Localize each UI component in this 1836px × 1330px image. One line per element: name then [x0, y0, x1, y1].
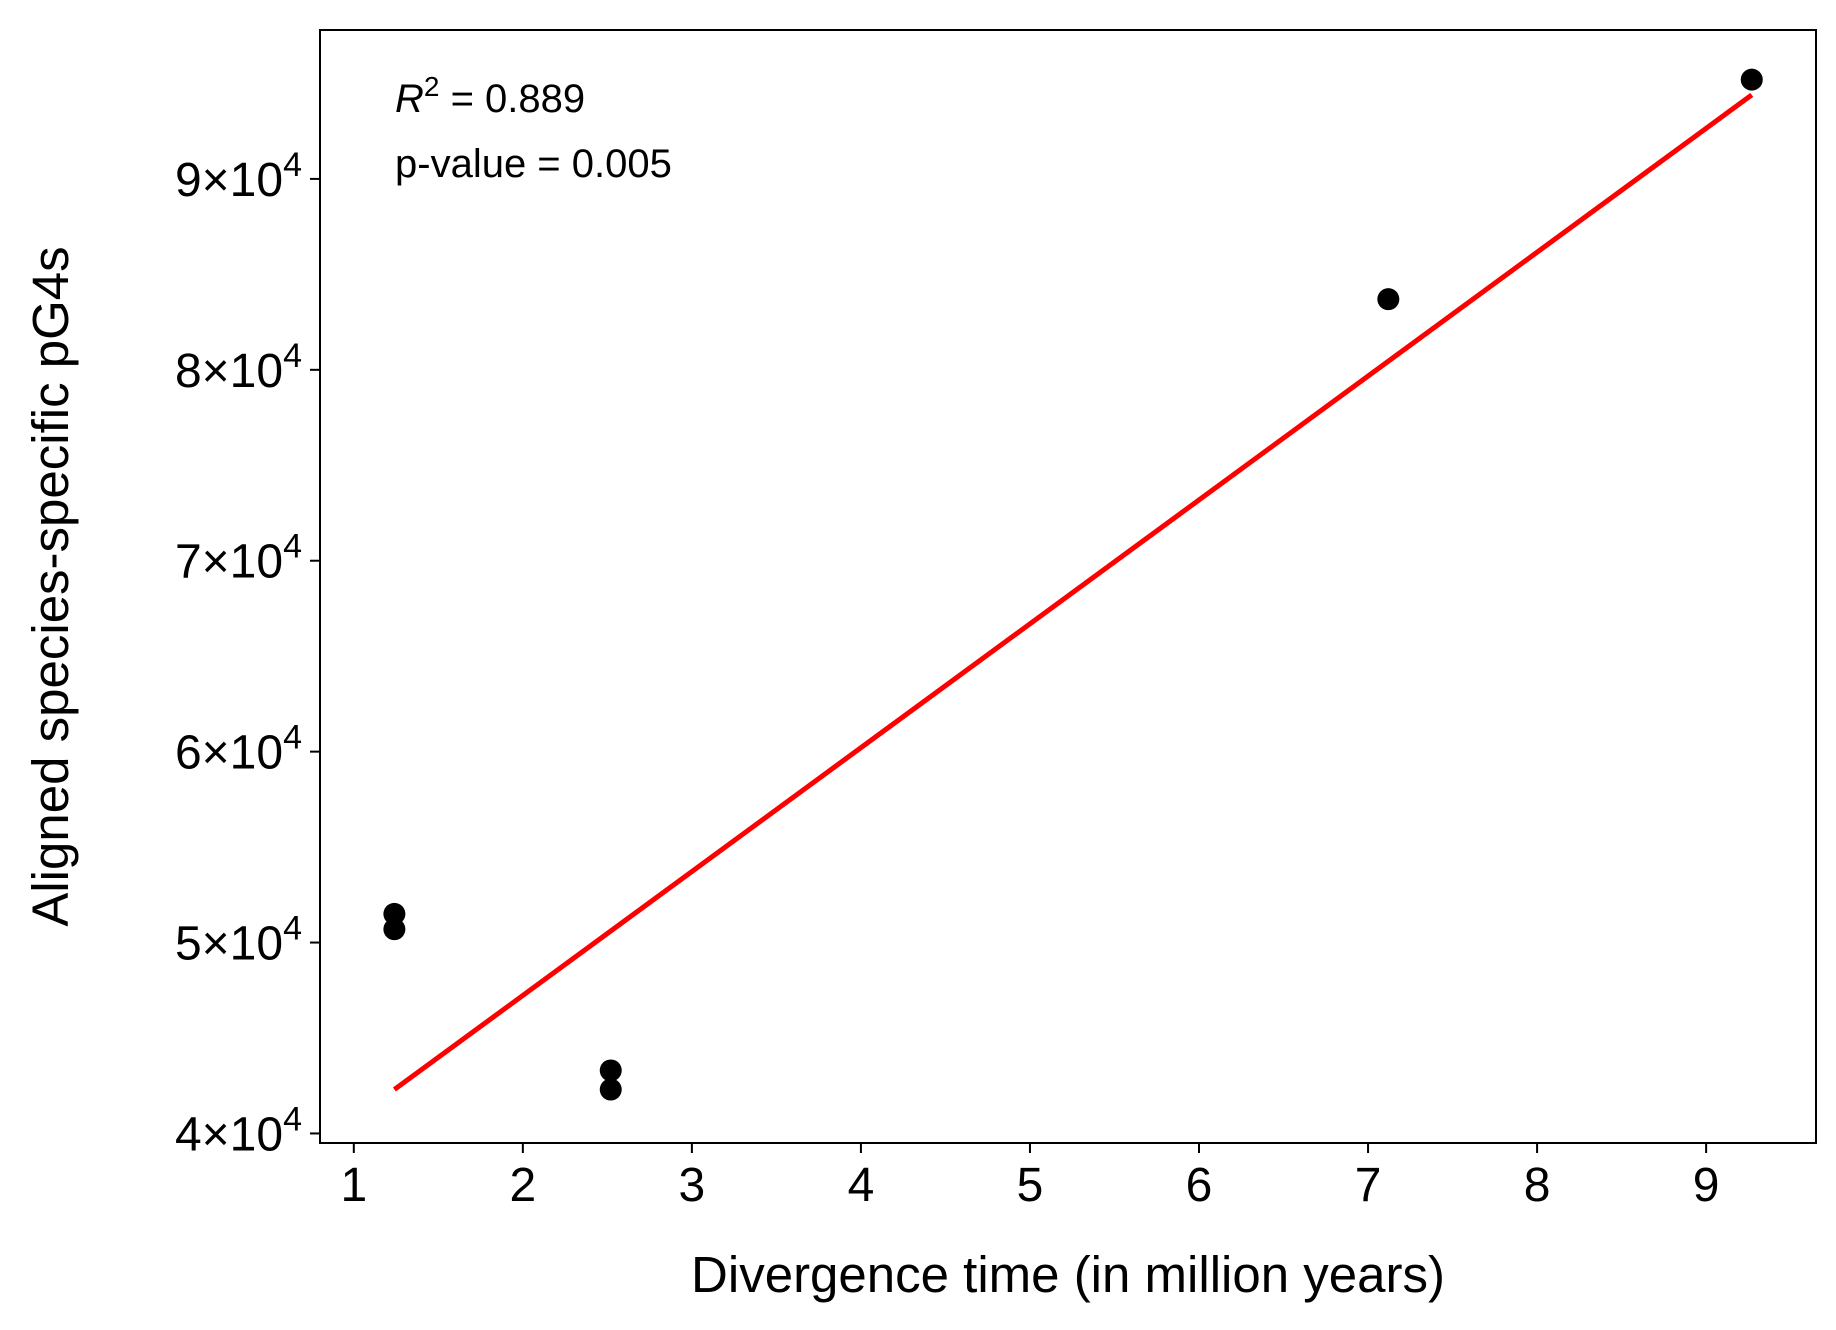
x-axis-title: Divergence time (in million years) — [691, 1246, 1445, 1303]
data-point — [1377, 288, 1400, 311]
p-value-annotation: p-value = 0.005 — [395, 142, 672, 186]
x-tick-label: 3 — [679, 1159, 706, 1212]
data-point — [599, 1078, 622, 1101]
y-axis-title: Aligned species-specific pG4s — [22, 246, 79, 926]
data-point — [383, 902, 406, 925]
plot-area-frame — [319, 29, 1817, 1144]
y-tick-label: 8×104 — [175, 337, 302, 398]
r-squared-exponent: 2 — [424, 71, 440, 102]
data-point — [383, 918, 406, 941]
r-squared-annotation: R2 = 0.889 — [395, 71, 585, 121]
fit-line-layer — [392, 92, 1754, 1092]
data-point — [1740, 68, 1763, 91]
y-tick-label: 5×104 — [175, 910, 302, 971]
x-tick-label: 1 — [340, 1159, 367, 1212]
regression-line — [392, 92, 1754, 1092]
y-tick-label: 6×104 — [175, 719, 302, 780]
data-point — [599, 1059, 622, 1082]
x-tick-label: 8 — [1524, 1159, 1551, 1212]
y-tick-label: 7×104 — [175, 528, 302, 589]
r-squared-symbol: R — [395, 77, 424, 121]
x-tick-label: 2 — [509, 1159, 536, 1212]
x-tick-label: 6 — [1186, 1159, 1213, 1212]
y-axis-ticks: 4×104 5×104 6×104 7×104 8×104 9×104 — [175, 146, 320, 1161]
y-tick-label: 4×104 — [175, 1100, 302, 1161]
points-layer — [383, 68, 1763, 1101]
x-tick-label: 5 — [1017, 1159, 1044, 1212]
x-axis-ticks: 1 2 3 4 5 6 7 8 9 — [340, 1143, 1719, 1212]
y-tick-label: 9×104 — [175, 146, 302, 207]
x-tick-label: 4 — [848, 1159, 875, 1212]
x-tick-label: 9 — [1693, 1159, 1720, 1212]
x-tick-label: 7 — [1355, 1159, 1382, 1212]
r-squared-value: = 0.889 — [439, 77, 585, 121]
